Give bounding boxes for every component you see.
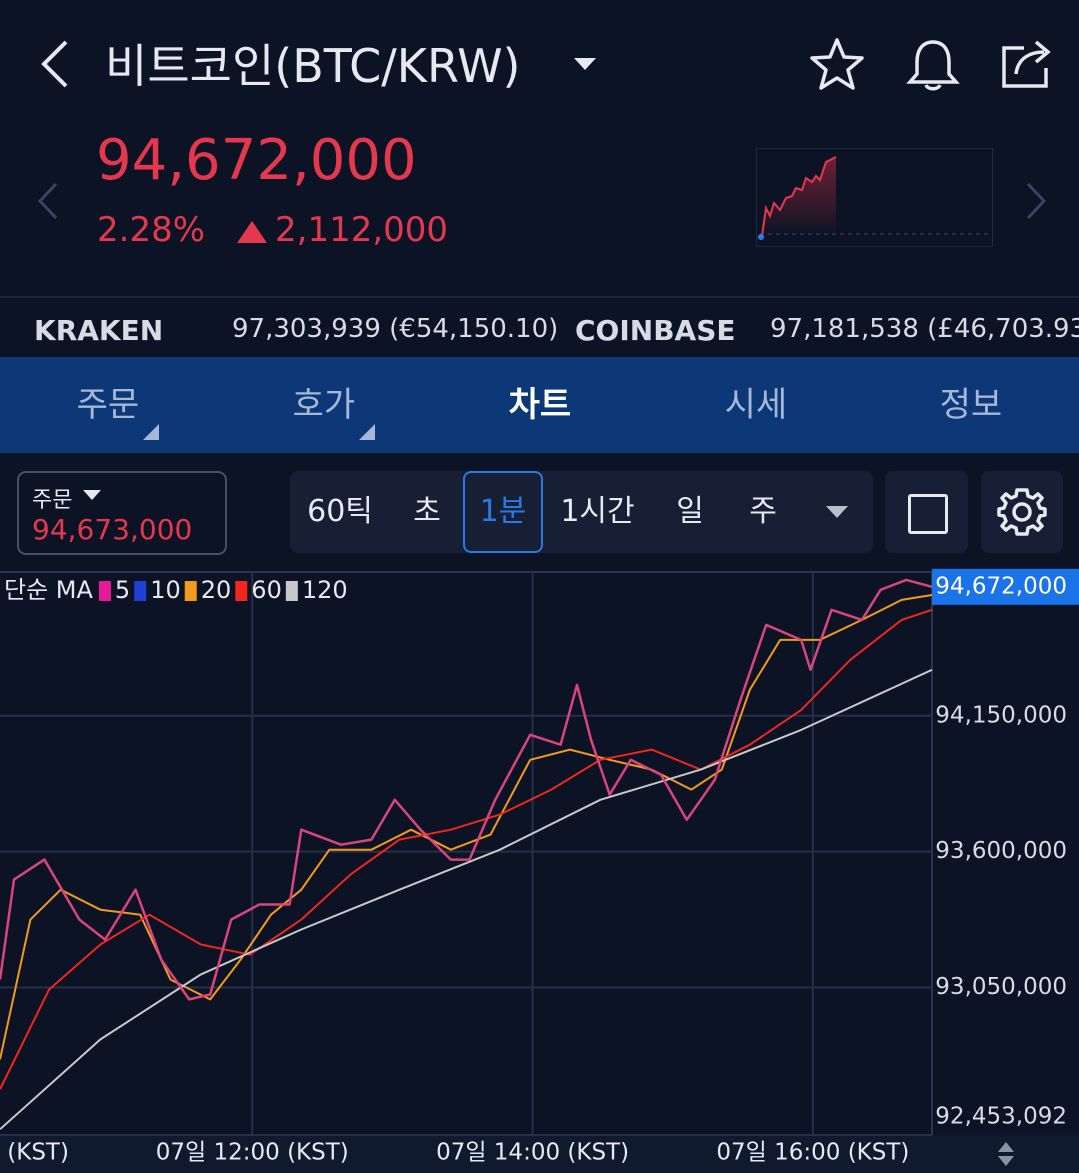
current-price: 94,672,000 — [96, 128, 417, 193]
legend-title: 단순 MA — [4, 576, 93, 604]
ma-line — [0, 668, 933, 1131]
tab[interactable]: 정보 — [939, 385, 1003, 425]
legend-label: 10 — [150, 576, 181, 604]
exchange-name: KRAKEN — [34, 314, 164, 347]
legend-swatch — [184, 581, 197, 601]
share-button[interactable] — [998, 34, 1058, 92]
interval-more[interactable] — [825, 505, 849, 519]
ma-line — [0, 594, 933, 1060]
exchange-name: COINBASE — [575, 314, 736, 347]
interval-selected — [463, 471, 543, 553]
mini-chart — [756, 148, 993, 247]
legend-swatch — [98, 581, 111, 601]
y-tick-label: 92,453,092 — [935, 1104, 1067, 1130]
y-tick-label: 93,050,000 — [935, 974, 1067, 1000]
change-rate: 2.28% — [97, 210, 206, 250]
interval-button[interactable]: 초 — [413, 494, 441, 529]
x-axis-band — [0, 1135, 1079, 1173]
current-price-label: 94,672,000 — [935, 573, 1067, 599]
x-tick-label: 07일 12:00 (KST) — [156, 1140, 349, 1166]
legend-swatch — [235, 581, 248, 601]
tab-bar — [0, 357, 1079, 453]
prev-coin[interactable] — [36, 182, 60, 220]
legend-label: 20 — [201, 576, 232, 604]
tab-submenu-mark — [143, 424, 159, 440]
interval-button[interactable]: 60틱 — [307, 494, 373, 529]
legend-label: 60 — [251, 576, 282, 604]
back-button[interactable] — [36, 38, 72, 90]
order-type-label: 주문 — [32, 488, 73, 513]
next-coin[interactable] — [1024, 182, 1048, 220]
tab[interactable]: 주문 — [76, 385, 140, 425]
interval-button-active[interactable]: 1분 — [479, 494, 527, 529]
tab[interactable]: 호가 — [292, 385, 356, 425]
y-tick-label: 93,600,000 — [935, 838, 1067, 864]
favorite-button[interactable] — [808, 36, 866, 92]
axis-scroll-handle[interactable] — [998, 1142, 1014, 1166]
page-title[interactable]: 비트코인(BTC/KRW) — [105, 39, 521, 93]
order-type-box[interactable] — [17, 471, 227, 555]
change-amount: 2,112,000 — [275, 210, 449, 250]
title-dropdown[interactable] — [572, 56, 598, 72]
legend-swatch — [134, 581, 147, 601]
interval-button[interactable]: 1시간 — [560, 494, 635, 529]
alarm-button[interactable] — [903, 36, 963, 92]
legend-label: 5 — [115, 576, 130, 604]
ma-line — [0, 608, 933, 1090]
divider — [0, 296, 1079, 298]
x-tick-label: (KST) — [7, 1140, 69, 1166]
legend-swatch — [285, 581, 298, 601]
current-price-box — [932, 568, 1079, 605]
tab[interactable]: 시세 — [724, 385, 788, 425]
exchange-price: 97,303,939 (€54,150.10) — [232, 314, 559, 344]
x-tick-label: 07일 14:00 (KST) — [436, 1140, 629, 1166]
interval-group — [290, 471, 873, 553]
x-tick-label: 07일 16:00 (KST) — [716, 1140, 909, 1166]
tab-submenu-mark — [359, 424, 375, 440]
interval-button[interactable]: 일 — [676, 494, 704, 529]
price-line — [0, 578, 933, 1001]
y-tick-label: 94,150,000 — [935, 702, 1067, 728]
tab-active[interactable]: 차트 — [508, 385, 572, 425]
up-arrow — [237, 221, 267, 243]
exchange-price: 97,181,538 (£46,703.93) — [770, 314, 1079, 344]
layout-button[interactable] — [885, 471, 968, 553]
legend-label: 120 — [302, 576, 348, 604]
order-price: 94,673,000 — [32, 513, 193, 546]
order-type-dropdown — [83, 490, 101, 500]
interval-button[interactable]: 주 — [749, 494, 777, 529]
settings-button[interactable] — [981, 471, 1063, 553]
